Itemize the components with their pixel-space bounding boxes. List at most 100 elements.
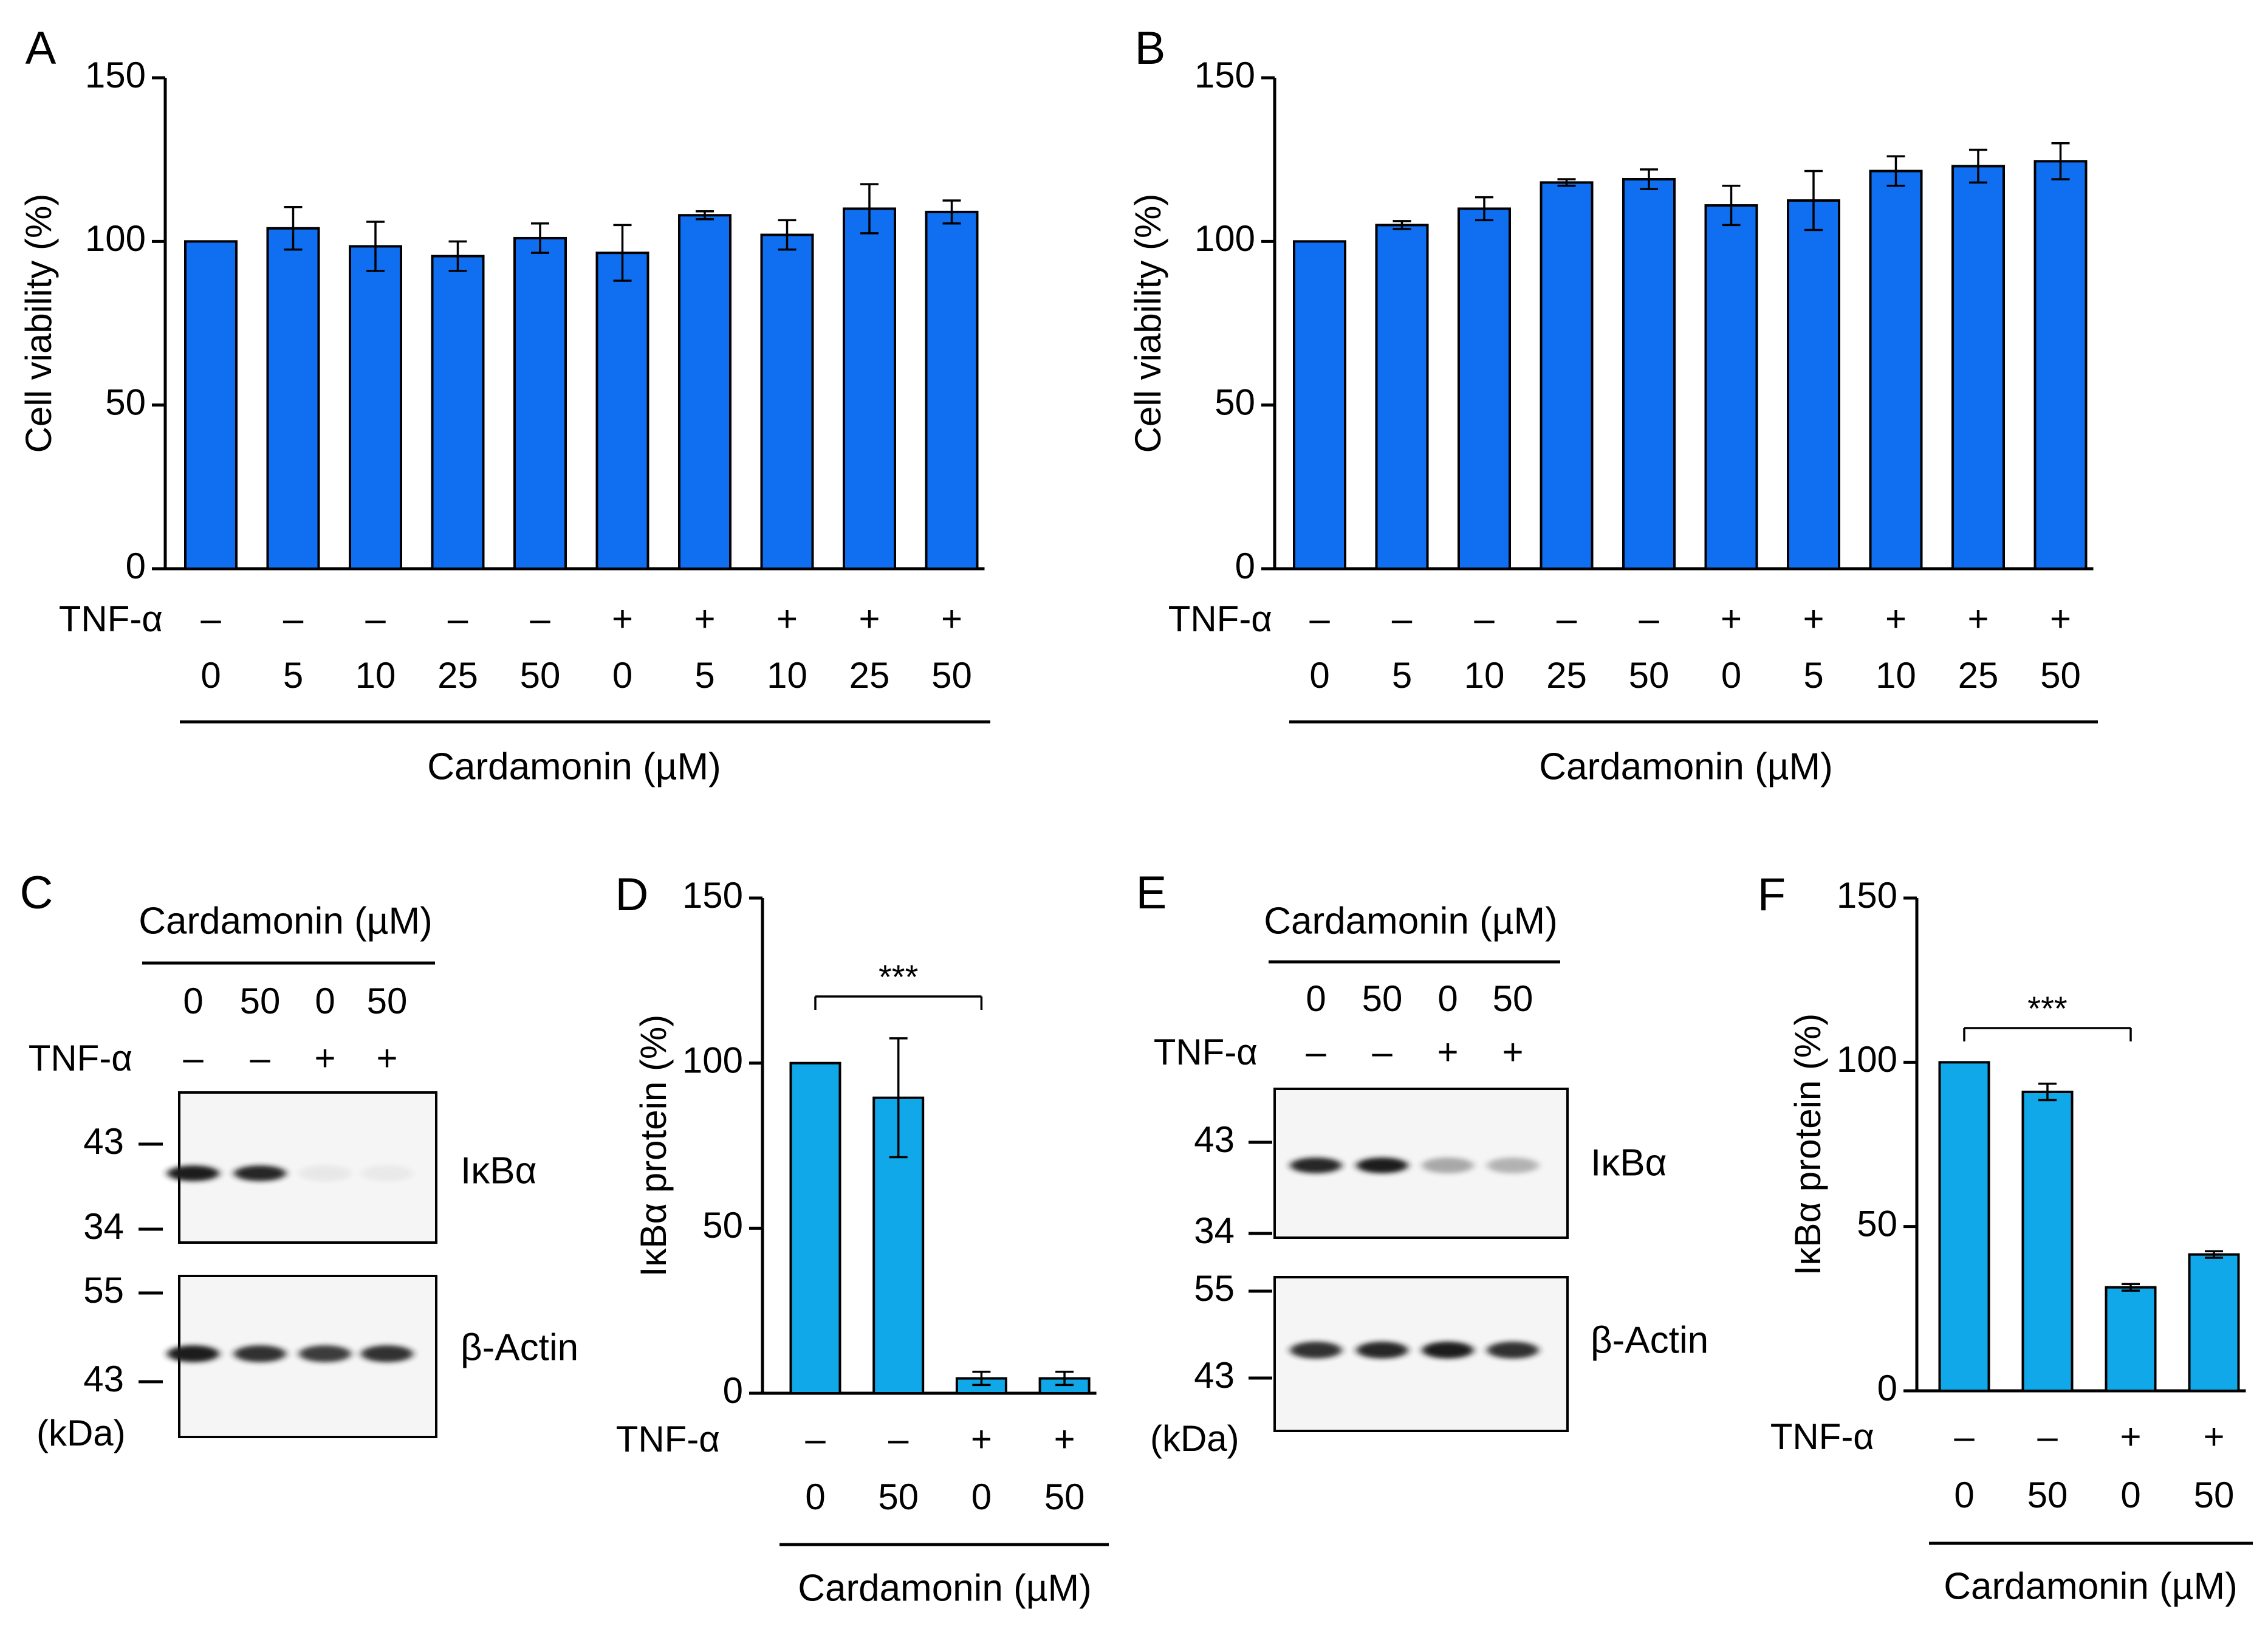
- error-bar: [1640, 168, 1658, 190]
- dose-tick-label: 25: [437, 655, 478, 696]
- ikba-band: [1356, 1157, 1408, 1173]
- error-bar: [1557, 178, 1576, 187]
- y-axis-label: Cell viability (%): [1128, 194, 1168, 453]
- blot-header: Cardamonin (µM): [1264, 900, 1558, 942]
- tnf-sign-label: +: [941, 598, 962, 639]
- dose-tick-label: 5: [1803, 655, 1823, 696]
- error-bar: [284, 206, 303, 251]
- ikba-band: [299, 1165, 351, 1181]
- mw-marker-label: 43: [83, 1121, 124, 1162]
- y-tick-label: 0: [126, 546, 146, 586]
- dose-tick-label: 0: [612, 655, 632, 696]
- lane-dose-label: 0: [1306, 978, 1326, 1019]
- error-bar: [448, 240, 467, 272]
- dose-tick-label: 10: [1464, 655, 1505, 696]
- lane-dose-label: 0: [183, 981, 203, 1021]
- tnf-sign-label: +: [612, 598, 633, 639]
- tnf-sign-label: –: [1392, 598, 1413, 639]
- error-bar: [613, 224, 632, 282]
- dose-tick-label: 50: [520, 655, 561, 696]
- lane-dose-label: 50: [1493, 978, 1533, 1019]
- mw-unit-label: (kDa): [1150, 1418, 1239, 1459]
- dose-tick-label: 50: [2027, 1475, 2068, 1515]
- tnf-sign-label: –: [1474, 598, 1495, 639]
- lane-tnf-sign: +: [314, 1038, 335, 1079]
- tnf-sign-label: +: [1803, 598, 1824, 639]
- bar: [2105, 1286, 2157, 1392]
- bar: [925, 210, 979, 570]
- dose-tick-label: 0: [1309, 655, 1329, 696]
- mw-marker-label: 55: [1194, 1268, 1235, 1309]
- lane-tnf-sign: –: [250, 1038, 270, 1079]
- actin-band: [1487, 1342, 1539, 1359]
- tnf-row-label: TNF-α: [616, 1419, 720, 1459]
- error-bar: [1055, 1370, 1074, 1387]
- lane-dose-label: 50: [1362, 978, 1403, 1019]
- actin-band: [361, 1345, 413, 1362]
- bar: [1951, 165, 2005, 570]
- tnf-row-label: TNF-α: [29, 1038, 132, 1079]
- tnf-sign-label: –: [200, 598, 221, 639]
- bar: [2021, 1090, 2074, 1392]
- y-axis-label: Cell viability (%): [18, 194, 59, 453]
- dose-tick-label: 5: [283, 655, 303, 696]
- tnf-sign-label: +: [971, 1419, 992, 1459]
- bar: [760, 233, 814, 570]
- tnf-row-label: TNF-α: [1154, 1032, 1258, 1072]
- mw-marker-label: 43: [1194, 1119, 1235, 1160]
- y-axis-label: IκBα protein (%): [633, 1015, 674, 1277]
- x-axis-label: Cardamonin (µM): [798, 1567, 1092, 1609]
- tnf-sign-label: –: [2037, 1416, 2058, 1457]
- tnf-sign-label: –: [805, 1419, 826, 1459]
- tnf-sign-label: +: [858, 598, 880, 639]
- bar: [1704, 204, 1758, 570]
- lane-tnf-sign: –: [1372, 1032, 1393, 1072]
- bar: [1787, 199, 1840, 570]
- tnf-sign-label: +: [2203, 1416, 2224, 1457]
- y-tick-label: 150: [682, 875, 743, 916]
- tnf-sign-label: –: [1639, 598, 1659, 639]
- panel-label: C: [20, 867, 53, 919]
- error-bar: [860, 183, 879, 235]
- dose-tick-label: 0: [2120, 1475, 2140, 1515]
- mw-marker-label: 55: [83, 1270, 124, 1311]
- actin-band: [1356, 1342, 1408, 1359]
- tnf-sign-label: –: [1557, 598, 1577, 639]
- lane-tnf-sign: –: [1306, 1032, 1326, 1072]
- error-bar: [1475, 196, 1493, 222]
- panel-label: A: [26, 22, 57, 74]
- y-tick-label: 100: [85, 218, 146, 259]
- y-tick-label: 150: [1194, 55, 1255, 95]
- error-bar: [696, 210, 714, 221]
- tnf-sign-label: –: [1954, 1416, 1975, 1457]
- tnf-sign-label: +: [776, 598, 798, 639]
- x-axis-label: Cardamonin (µM): [1944, 1565, 2238, 1607]
- dose-tick-label: 5: [1392, 655, 1412, 696]
- bar: [513, 236, 567, 570]
- panel-label: E: [1136, 867, 1167, 919]
- dose-tick-label: 50: [878, 1476, 919, 1517]
- y-tick-label: 150: [85, 55, 146, 95]
- bar: [2188, 1253, 2240, 1392]
- y-tick-label: 50: [1857, 1204, 1897, 1244]
- y-tick-label: 100: [1194, 218, 1255, 259]
- x-axis-label: Cardamonin (µM): [427, 746, 721, 787]
- bar: [595, 252, 649, 571]
- tnf-row-label: TNF-α: [1168, 598, 1272, 639]
- dose-tick-label: 50: [2194, 1475, 2235, 1515]
- ikba-band: [1422, 1157, 1474, 1173]
- error-bar: [2051, 142, 2070, 180]
- ikba-band: [1290, 1157, 1342, 1173]
- error-bar: [1722, 185, 1741, 227]
- actin-band: [1290, 1342, 1342, 1359]
- tnf-sign-label: –: [530, 598, 550, 639]
- blot-header: Cardamonin (µM): [139, 900, 433, 942]
- tnf-sign-label: –: [1309, 598, 1330, 639]
- lane-tnf-sign: –: [183, 1038, 204, 1079]
- lane-dose-label: 50: [240, 981, 281, 1021]
- dose-tick-label: 10: [1876, 655, 1916, 696]
- ikba-band: [361, 1165, 413, 1181]
- error-bar: [1886, 155, 1905, 187]
- bar: [1938, 1061, 1990, 1393]
